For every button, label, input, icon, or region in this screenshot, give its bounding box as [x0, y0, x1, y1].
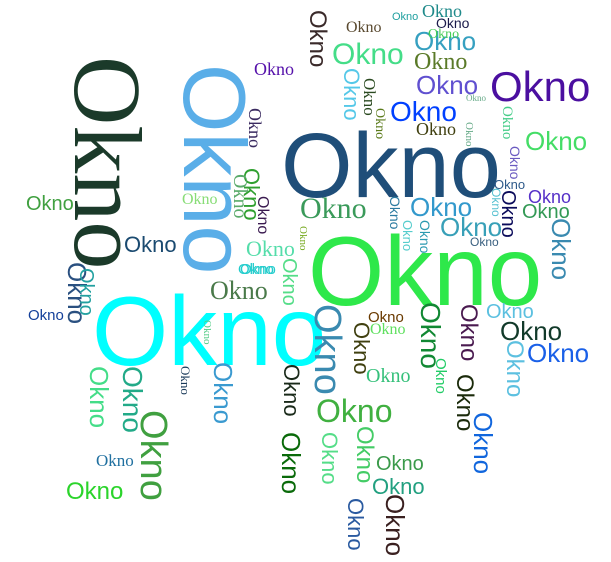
cloud-word: Okno — [182, 191, 218, 208]
cloud-word: Okno — [178, 366, 193, 395]
cloud-word: Okno — [254, 59, 294, 79]
cloud-word: Okno — [372, 474, 425, 499]
cloud-word: Okno — [522, 201, 570, 223]
cloud-word: Okno — [96, 451, 134, 470]
cloud-word: Okno — [416, 70, 479, 100]
cloud-word: Okno — [414, 26, 477, 56]
cloud-word: Okno — [278, 258, 300, 306]
cloud-word: Okno — [501, 340, 528, 398]
cloud-word: Okno — [546, 218, 576, 281]
cloud-word: Okno — [132, 410, 174, 501]
cloud-word: Okno — [470, 235, 499, 249]
cloud-word: Okno — [317, 432, 342, 485]
cloud-word: Okno — [490, 63, 591, 110]
cloud-word: Okno — [489, 188, 503, 217]
cloud-word: Okno — [304, 10, 331, 68]
cloud-word: Okno — [240, 261, 276, 278]
cloud-word: Okno — [380, 494, 410, 557]
cloud-word: Okno — [339, 68, 364, 121]
cloud-word: Okno — [432, 358, 449, 394]
cloud-word: Okno — [428, 27, 460, 42]
cloud-word: Okno — [436, 15, 470, 31]
cloud-word: Okno — [238, 261, 274, 278]
cloud-word: Okno — [246, 236, 295, 261]
cloud-word: Okno — [410, 192, 473, 222]
cloud-word: Okno — [500, 316, 563, 346]
cloud-word: Okno — [390, 96, 457, 127]
cloud-word: Okno — [417, 220, 433, 254]
cloud-word: Okno — [349, 322, 374, 375]
cloud-word: Okno — [281, 115, 501, 217]
cloud-word: Okno — [400, 220, 415, 252]
cloud-word: Okno — [422, 1, 462, 21]
cloud-word: Okno — [376, 453, 424, 475]
cloud-word: Okno — [279, 364, 304, 417]
cloud-word: Okno — [84, 366, 114, 429]
cloud-word: Okno — [463, 122, 475, 147]
cloud-word: Okno — [297, 226, 309, 251]
cloud-word: Okno — [370, 321, 406, 338]
cloud-word: Okno — [201, 320, 213, 345]
cloud-word: Okno — [300, 192, 367, 225]
cloud-word: Okno — [92, 276, 327, 386]
cloud-word: Okno — [499, 106, 515, 140]
cloud-word: Okno — [416, 119, 456, 139]
cloud-word: Okno — [343, 498, 368, 551]
cloud-word: Okno — [210, 276, 268, 305]
cloud-word: Okno — [372, 108, 387, 140]
cloud-word: Okno — [229, 174, 251, 219]
cloud-word: Okno — [332, 38, 404, 71]
cloud-word: Okno — [414, 49, 468, 75]
cloud-word: Okno — [486, 301, 534, 323]
cloud-word: Okno — [528, 187, 572, 207]
cloud-word: Okno — [306, 304, 348, 395]
cloud-word: Okno — [440, 212, 503, 242]
cloud-word: Okno — [66, 478, 124, 505]
cloud-word: Okno — [468, 412, 498, 475]
cloud-word: Okno — [245, 108, 265, 148]
cloud-word: Okno — [346, 19, 382, 36]
cloud-word: Okno — [75, 268, 97, 316]
cloud-word: Okno — [316, 393, 393, 429]
cloud-word: Okno — [494, 177, 526, 192]
cloud-word: Okno — [26, 193, 74, 215]
cloud-word: Okno — [276, 432, 306, 495]
cloud-word: Okno — [507, 146, 523, 180]
cloud-word: Okno — [368, 309, 404, 326]
cloud-word: Okno — [366, 365, 411, 387]
cloud-word: Okno — [208, 362, 238, 425]
cloud-word: Okno — [455, 304, 482, 362]
cloud-word: Okno — [527, 338, 590, 368]
cloud-word: Okno — [308, 216, 543, 326]
cloud-word: Okno — [466, 93, 486, 103]
cloud-word: Okno — [124, 232, 177, 257]
cloud-word: Okno — [525, 126, 588, 156]
cloud-word: Okno — [392, 11, 419, 23]
cloud-word: Okno — [351, 426, 378, 484]
cloud-word: Okno — [254, 196, 271, 235]
cloud-word: Okno — [28, 307, 64, 324]
